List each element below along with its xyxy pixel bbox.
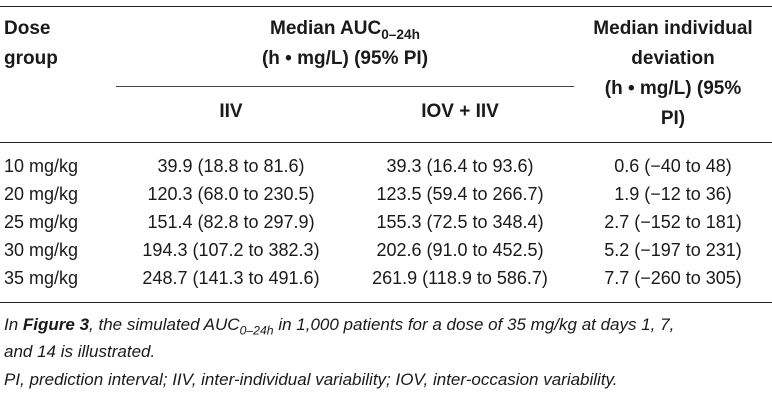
header-dose-group-line1: Dose — [4, 18, 51, 39]
header-dose-group-line2: group — [4, 48, 58, 69]
row-4-iov-iiv: 202.6 (91.0 to 452.5) — [376, 240, 544, 260]
header-median-auc-text: Median AUC — [270, 18, 382, 39]
row-2-iov-iiv: 123.5 (59.4 to 266.7) — [376, 184, 544, 204]
row-1-dose: 10 mg/kg — [4, 156, 79, 176]
header-sub-rule — [116, 86, 574, 87]
footnote-subscript: 0–24h — [239, 323, 274, 338]
header-bottom-rule — [0, 142, 772, 143]
row-2-deviation: 1.9 (−12 to 36) — [614, 184, 732, 204]
footnote-figure-reference-line2: and 14 is illustrated. — [4, 342, 156, 361]
row-4-dose: 30 mg/kg — [4, 240, 79, 260]
header-median-auc-subscript: 0–24h — [381, 26, 420, 42]
row-5-deviation: 7.7 (−260 to 305) — [604, 268, 742, 288]
row-1-iiv: 39.9 (18.8 to 81.6) — [157, 156, 305, 176]
footnote-abbreviations: PI, prediction interval; IIV, inter-indi… — [4, 370, 618, 389]
footnote-text: in 1,000 patients for a dose of 35 mg/kg… — [273, 315, 675, 334]
row-2-dose: 20 mg/kg — [4, 184, 79, 204]
row-5-iiv: 248.7 (141.3 to 491.6) — [142, 268, 320, 288]
header-deviation-line2: deviation — [631, 48, 715, 69]
header-deviation-line3: (h • mg/L) (95% — [604, 78, 742, 99]
row-3-deviation: 2.7 (−152 to 181) — [604, 212, 742, 232]
row-5-dose: 35 mg/kg — [4, 268, 79, 288]
table-bottom-rule — [0, 302, 772, 303]
top-rule — [0, 6, 772, 7]
row-4-deviation: 5.2 (−197 to 231) — [604, 240, 742, 260]
header-median-auc: Median AUC0–24h — [116, 14, 574, 44]
row-1-iov-iiv: 39.3 (16.4 to 93.6) — [386, 156, 534, 176]
header-iov-iiv: IOV + IIV — [421, 101, 499, 122]
footnote-figure-reference: In Figure 3, the simulated AUC0–24h in 1… — [4, 311, 770, 338]
row-2-iiv: 120.3 (68.0 to 230.5) — [147, 184, 315, 204]
header-deviation-line1: Median individual — [593, 18, 753, 39]
row-3-iiv: 151.4 (82.8 to 297.9) — [147, 212, 315, 232]
row-1-deviation: 0.6 (−40 to 48) — [614, 156, 732, 176]
footnote-text: , the simulated AUC — [89, 315, 240, 334]
header-deviation-line4: PI) — [660, 108, 686, 129]
row-5-iov-iiv: 261.9 (118.9 to 586.7) — [372, 268, 548, 288]
header-iiv: IIV — [219, 101, 243, 122]
footnote-text: In — [4, 315, 23, 334]
row-3-iov-iiv: 155.3 (72.5 to 348.4) — [376, 212, 544, 232]
row-3-dose: 25 mg/kg — [4, 212, 79, 232]
row-4-iiv: 194.3 (107.2 to 382.3) — [142, 240, 320, 260]
header-auc-units: (h • mg/L) (95% PI) — [261, 48, 429, 69]
figure-link[interactable]: Figure 3 — [22, 315, 90, 334]
